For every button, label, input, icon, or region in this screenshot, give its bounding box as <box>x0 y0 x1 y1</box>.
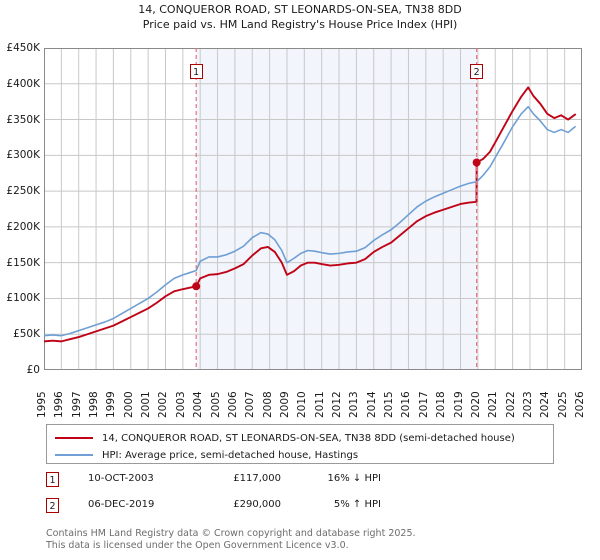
legend-item[interactable]: HPI: Average price, semi-detached house,… <box>55 446 358 464</box>
x-axis-tick-label: 2005 <box>209 391 222 418</box>
y-axis-labels: £0 £50K £100K £150K £200K £250K £300K £350K £400… <box>0 42 600 376</box>
chart-title: 14, CONQUEROR ROAD, ST LEONARDS-ON-SEA, … <box>0 2 600 32</box>
y-axis-tick-label: £400K <box>6 77 40 90</box>
x-axis-tick-label: 2013 <box>348 391 361 418</box>
y-axis-tick-label: £100K <box>6 292 40 305</box>
x-axis-tick-label: 2025 <box>556 391 569 418</box>
transaction-marker-badge[interactable]: 1 <box>189 64 203 79</box>
y-axis-tick-label: £350K <box>6 113 40 126</box>
x-axis-tick-label: 2006 <box>226 391 239 418</box>
grid-lines <box>44 48 582 370</box>
transaction-date: 06-DEC-2019 <box>88 499 155 510</box>
x-axis-tick-label: 1995 <box>36 391 48 418</box>
x-axis-tick-label: 1996 <box>53 391 66 418</box>
x-axis-tick-label: 1999 <box>105 391 118 418</box>
transaction-marker-dot[interactable] <box>192 282 201 291</box>
y-axis-tick-label: £0 <box>26 364 40 376</box>
footer-attribution: Contains HM Land Registry data © Crown c… <box>46 528 586 551</box>
x-axis-tick-label: 2009 <box>278 391 291 418</box>
transaction-index-badge[interactable]: 2 <box>46 498 59 513</box>
y-axis-tick-label: £250K <box>6 185 40 198</box>
y-axis-tick-label: £50K <box>13 328 40 341</box>
x-axis-tick-label: 2003 <box>174 391 187 418</box>
y-axis-tick-label: £200K <box>6 220 40 233</box>
transaction-hpi-delta: 5% ↑ HPI <box>333 499 381 510</box>
x-axis-tick-label: 1998 <box>88 391 101 418</box>
x-axis-tick-label: 2026 <box>574 391 586 418</box>
legend-item[interactable]: 14, CONQUEROR ROAD, ST LEONARDS-ON-SEA, … <box>55 429 515 447</box>
ownership-period-band <box>196 48 477 370</box>
y-axis-tick-label: £450K <box>6 42 40 54</box>
legend-color-swatch <box>55 454 93 456</box>
x-axis-tick-label: 2002 <box>157 391 170 418</box>
y-axis-tick-label: £150K <box>6 256 40 269</box>
x-axis-tick-label: 2016 <box>400 391 413 418</box>
transaction-index-badge[interactable]: 1 <box>46 472 59 487</box>
transaction-date: 10-OCT-2003 <box>88 473 154 484</box>
x-axis-tick-label: 2020 <box>469 391 482 418</box>
x-axis-tick-label: 2011 <box>313 391 326 418</box>
transaction-marker-badge[interactable]: 2 <box>470 64 484 79</box>
price-history-line-chart <box>44 48 582 370</box>
chart-legend: 14, CONQUEROR ROAD, ST LEONARDS-ON-SEA, … <box>46 424 554 464</box>
x-axis-tick-label: 2024 <box>539 391 552 418</box>
footer-line-2: This data is licensed under the Open Gov… <box>46 539 349 551</box>
transaction-marker-dot[interactable] <box>472 158 481 167</box>
x-axis-tick-label: 2001 <box>140 391 153 418</box>
legend-item-label: 14, CONQUEROR ROAD, ST LEONARDS-ON-SEA, … <box>102 432 515 444</box>
plot-frame <box>44 48 582 370</box>
x-axis-tick-label: 2000 <box>122 391 135 418</box>
x-axis-tick-label: 2007 <box>244 391 257 418</box>
table-row[interactable]: 2 06-DEC-2019 £290,000 5% ↑ HPI <box>46 496 566 522</box>
footer-line-1: Contains HM Land Registry data © Crown c… <box>46 528 416 539</box>
x-axis-tick-label: 2022 <box>504 391 517 418</box>
legend-item-label: HPI: Average price, semi-detached house,… <box>102 449 359 461</box>
x-axis-tick-label: 2014 <box>365 391 378 418</box>
x-axis-tick-label: 2019 <box>452 391 465 418</box>
x-axis-tick-label: 2008 <box>261 391 274 418</box>
price-paid-line <box>44 86 577 343</box>
x-axis-tick-label: 2018 <box>435 391 448 418</box>
x-axis-tick-label: 2017 <box>417 391 430 418</box>
hpi-average-line <box>44 105 576 337</box>
table-row[interactable]: 1 10-OCT-2003 £117,000 16% ↓ HPI <box>46 470 566 496</box>
x-axis-tick-label: 2015 <box>383 391 396 418</box>
x-axis-tick-label: 2023 <box>521 391 534 418</box>
legend-color-swatch <box>55 437 93 439</box>
y-axis-tick-label: £300K <box>6 149 40 162</box>
transaction-hpi-delta: 16% ↓ HPI <box>327 473 381 484</box>
x-axis-labels: 1995 1996 1997 1998 1999 2000 2001 2002 2003 2004… <box>0 370 600 418</box>
x-axis-tick-label: 2004 <box>192 391 205 418</box>
x-axis-tick-label: 1997 <box>70 391 83 418</box>
x-axis-tick-label: 2010 <box>296 391 309 418</box>
chart-title-line-2: Price paid vs. HM Land Registry's House … <box>142 18 458 31</box>
transaction-price: £290,000 <box>233 499 281 510</box>
transaction-price: £117,000 <box>233 473 281 484</box>
chart-title-line-1: 14, CONQUEROR ROAD, ST LEONARDS-ON-SEA, … <box>138 3 462 16</box>
x-axis-tick-label: 2021 <box>487 391 500 418</box>
x-axis-tick-label: 2012 <box>331 391 344 418</box>
transactions-table: 1 10-OCT-2003 £117,000 16% ↓ HPI 2 06-DEC-201… <box>46 470 566 522</box>
